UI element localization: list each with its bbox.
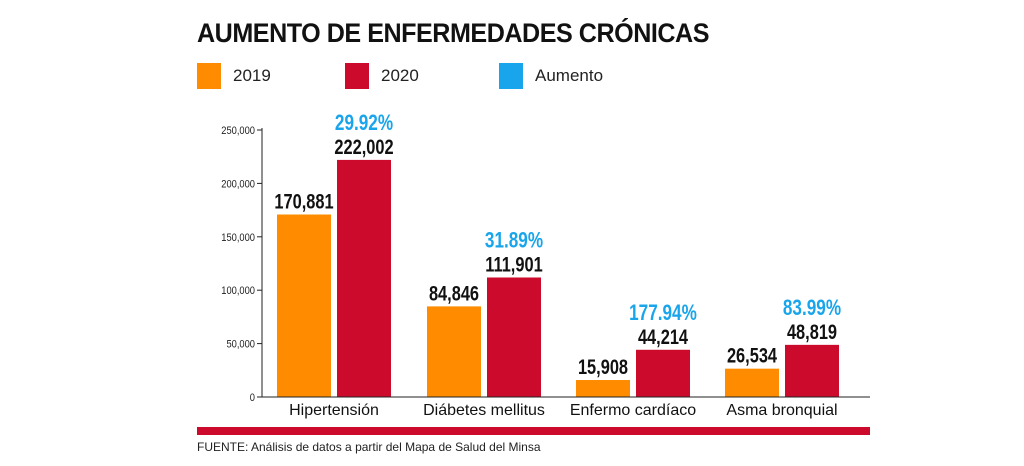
legend-label-2019: 2019 bbox=[233, 66, 271, 85]
bar-2020 bbox=[785, 344, 839, 397]
bar-value-label: 48,819 bbox=[787, 320, 837, 343]
increase-label: 83.99% bbox=[783, 296, 842, 321]
bar-2019 bbox=[427, 306, 481, 397]
footer-divider bbox=[197, 427, 870, 435]
bar-value-label: 170,881 bbox=[274, 190, 333, 213]
bar-value-label: 222,002 bbox=[334, 135, 393, 158]
bar-2019 bbox=[576, 380, 630, 397]
increase-label: 29.92% bbox=[335, 111, 394, 136]
legend-item-2019: 2019 bbox=[197, 63, 271, 89]
y-tick-label: 100,000 bbox=[221, 286, 255, 298]
bar-2020 bbox=[487, 277, 541, 397]
bar-2019 bbox=[725, 368, 779, 397]
y-tick-label: 50,000 bbox=[226, 339, 255, 351]
source-note: FUENTE: Análisis de datos a partir del M… bbox=[197, 440, 541, 454]
legend-swatch-2019 bbox=[197, 63, 221, 89]
increase-label: 177.94% bbox=[629, 301, 697, 326]
x-category-label: Asma bronquial bbox=[726, 402, 837, 419]
x-category-label: Hipertensión bbox=[289, 402, 379, 419]
legend-label-aumento: Aumento bbox=[535, 66, 604, 85]
legend-item-aumento: Aumento bbox=[499, 63, 603, 89]
x-category-label: Enfermo cardíaco bbox=[570, 402, 696, 419]
increase-label: 31.89% bbox=[485, 229, 544, 254]
bar-2020 bbox=[337, 159, 391, 397]
legend-swatch-aumento bbox=[499, 63, 523, 89]
legend-label-2020: 2020 bbox=[381, 66, 419, 85]
legend-item-2020: 2020 bbox=[345, 63, 419, 89]
bar-2020 bbox=[636, 349, 690, 397]
y-tick-label: 200,000 bbox=[221, 179, 255, 191]
chart-title: AUMENTO DE ENFERMEDADES CRÓNICAS bbox=[197, 18, 710, 48]
bar-value-label: 44,214 bbox=[638, 325, 689, 348]
bar-value-label: 15,908 bbox=[578, 355, 628, 378]
y-tick-label: 250,000 bbox=[221, 125, 255, 137]
x-category-label: Diábetes mellitus bbox=[423, 402, 545, 419]
y-tick-label: 150,000 bbox=[221, 232, 255, 244]
bar-value-label: 26,534 bbox=[727, 344, 778, 367]
bar-value-label: 111,901 bbox=[485, 253, 542, 276]
legend-swatch-2020 bbox=[345, 63, 369, 89]
bar-value-label: 84,846 bbox=[429, 281, 479, 304]
bar-2019 bbox=[277, 214, 331, 397]
y-tick-label: 0 bbox=[250, 392, 255, 404]
